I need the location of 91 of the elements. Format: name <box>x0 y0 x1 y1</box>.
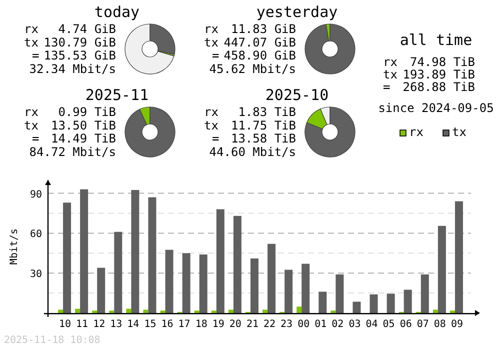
bar <box>97 268 106 313</box>
x-tick-label: 21 <box>246 319 259 330</box>
x-tick-label: 12 <box>93 319 106 330</box>
x-tick-label: 00 <box>298 319 310 330</box>
x-tick-label: 01 <box>314 319 327 330</box>
bar <box>420 274 429 313</box>
chart-title: today <box>94 3 140 21</box>
x-tick-label: 11 <box>76 319 88 330</box>
bar <box>250 258 258 313</box>
y-tick-label: 90 <box>30 189 42 200</box>
bar <box>228 310 234 313</box>
bar <box>199 254 208 313</box>
x-tick-label: 10 <box>58 319 72 330</box>
text: rx 74.98 TiB <box>383 55 475 69</box>
x-tick-label: 07 <box>416 319 429 330</box>
x-tick-label: 05 <box>382 319 395 330</box>
x-tick-label: 02 <box>332 319 344 330</box>
bar <box>216 209 224 313</box>
bar <box>386 294 395 313</box>
text: 32.34 Mbit/s <box>29 62 116 76</box>
chart-title: yesterday <box>256 3 338 21</box>
text: rx 11.83 GiB <box>204 22 296 36</box>
x-tick-label: 03 <box>348 319 361 330</box>
chart-title: 2025-11 <box>85 86 149 104</box>
bar <box>75 308 80 313</box>
bar <box>58 310 64 313</box>
text: all time <box>400 31 472 49</box>
legend-label: rx <box>409 125 424 139</box>
bar <box>336 274 344 313</box>
donut-slice <box>124 24 174 74</box>
bar <box>182 253 190 313</box>
text: rx 0.99 TiB <box>24 105 116 119</box>
bar <box>296 306 302 313</box>
bar <box>165 250 174 313</box>
donut-slice <box>304 24 356 74</box>
y-axis-title: Mbit/s <box>9 228 20 265</box>
bar <box>80 189 88 313</box>
text: = 135.53 GiB <box>32 48 116 63</box>
text: = 14.49 TiB <box>32 132 116 146</box>
x-tick-label: 22 <box>263 319 276 330</box>
bar <box>143 310 148 313</box>
x-tick-label: 09 <box>450 319 464 330</box>
text: 84.72 Mbit/s <box>29 144 116 159</box>
text: = 268.88 TiB <box>383 80 475 94</box>
y-tick-label: 60 <box>30 229 42 240</box>
x-tick-label: 20 <box>229 319 242 330</box>
x-tick-label: 13 <box>110 319 122 330</box>
bar <box>126 308 132 313</box>
bar <box>302 264 310 313</box>
x-tick-label: 06 <box>400 319 412 330</box>
text: tx 13.50 TiB <box>24 118 116 132</box>
bar <box>262 310 268 313</box>
donut-slice <box>304 106 356 158</box>
bar <box>318 292 327 313</box>
bar <box>370 294 378 313</box>
x-tick-label: 18 <box>195 319 208 330</box>
text: tx 193.89 TiB <box>383 68 475 82</box>
bar <box>454 201 463 313</box>
text: rx 1.83 TiB <box>204 105 296 119</box>
text: = 458.90 GiB <box>212 48 296 63</box>
bar <box>352 302 361 313</box>
bar <box>114 232 122 313</box>
chart-title: 2025-10 <box>265 86 329 104</box>
bar <box>284 270 293 313</box>
x-tick-label: 04 <box>366 319 378 330</box>
text: = 13.58 TiB <box>212 132 296 146</box>
text: 45.62 Mbit/s <box>209 62 296 76</box>
bar <box>432 310 438 313</box>
text: tx 447.07 GiB <box>204 35 296 50</box>
x-tick-label: 08 <box>434 319 446 330</box>
bar <box>438 226 446 313</box>
x-tick-label: 19 <box>212 319 224 330</box>
bar <box>233 216 242 313</box>
text: tx 130.79 GiB <box>24 35 116 50</box>
donut-slice <box>124 106 176 158</box>
x-tick-label: 17 <box>178 319 190 330</box>
y-tick-label: 30 <box>30 269 42 280</box>
x-tick-label: 14 <box>127 319 140 330</box>
text: rx 4.74 GiB <box>24 22 116 36</box>
x-tick-label: 15 <box>144 319 156 330</box>
x-tick-label: 23 <box>280 319 293 330</box>
bar <box>268 244 276 313</box>
bar <box>148 197 156 313</box>
text: since 2024-09-05 <box>378 101 494 115</box>
bar <box>404 290 412 313</box>
bar <box>131 190 140 313</box>
legend-label: tx <box>452 125 466 139</box>
x-tick-label: 16 <box>161 319 174 330</box>
bar <box>63 202 72 313</box>
text: tx 11.75 TiB <box>204 118 296 132</box>
text: 44.60 Mbit/s <box>209 144 296 159</box>
